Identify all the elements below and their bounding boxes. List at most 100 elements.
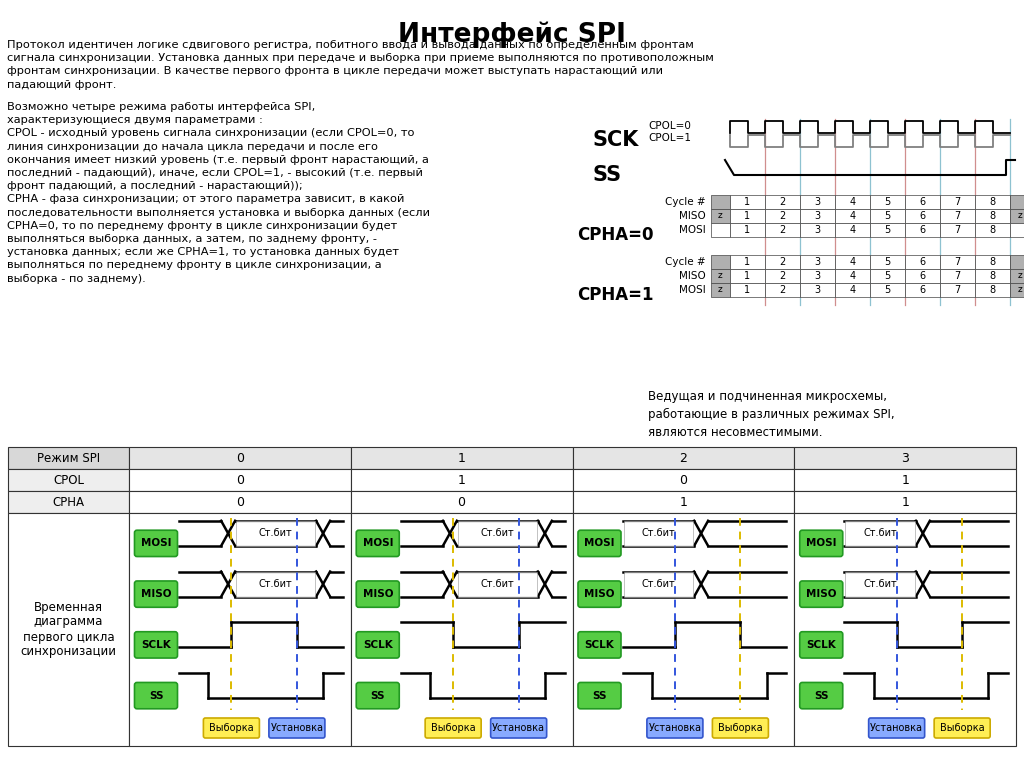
Text: 2: 2 <box>680 452 687 465</box>
Bar <box>940 283 975 297</box>
Text: 5: 5 <box>885 257 891 267</box>
Text: 6: 6 <box>920 225 926 235</box>
Text: 6: 6 <box>920 285 926 295</box>
Bar <box>835 195 870 209</box>
Text: 0: 0 <box>236 495 244 509</box>
FancyBboxPatch shape <box>356 632 399 658</box>
Bar <box>975 283 1010 297</box>
Bar <box>800 269 835 283</box>
Text: 4: 4 <box>850 257 856 267</box>
Text: 2: 2 <box>779 197 785 207</box>
Text: z: z <box>718 285 723 295</box>
Bar <box>795 447 1016 469</box>
Text: 1: 1 <box>744 211 751 221</box>
FancyBboxPatch shape <box>134 530 177 557</box>
Bar <box>624 571 693 597</box>
Text: 3: 3 <box>814 285 820 295</box>
Text: MISO: MISO <box>679 211 706 221</box>
Bar <box>8 447 129 469</box>
Text: Установка: Установка <box>270 723 324 733</box>
Bar <box>975 209 1010 223</box>
Bar <box>572 491 795 513</box>
Text: SCLK: SCLK <box>141 640 171 650</box>
Bar <box>129 469 351 491</box>
Bar <box>711 223 730 237</box>
Text: 8: 8 <box>989 211 995 221</box>
Text: 2: 2 <box>779 211 785 221</box>
Bar <box>795 469 1016 491</box>
Text: 6: 6 <box>920 271 926 281</box>
Bar <box>795 513 1016 746</box>
FancyBboxPatch shape <box>800 683 843 709</box>
Bar <box>730 269 765 283</box>
Text: Выборка: Выборка <box>940 723 984 733</box>
Bar <box>1010 269 1024 283</box>
Text: 6: 6 <box>920 257 926 267</box>
Bar <box>765 255 800 269</box>
Text: MOSI: MOSI <box>806 538 837 548</box>
FancyBboxPatch shape <box>356 581 399 607</box>
Text: Ст.бит: Ст.бит <box>863 528 897 538</box>
Text: 6: 6 <box>920 211 926 221</box>
Bar <box>800 209 835 223</box>
Text: Протокол идентичен логике сдвигового регистра, побитного ввода и вывода данных п: Протокол идентичен логике сдвигового рег… <box>7 40 714 90</box>
Bar <box>800 283 835 297</box>
Text: 2: 2 <box>779 285 785 295</box>
Text: 5: 5 <box>885 271 891 281</box>
Bar <box>1010 195 1024 209</box>
Bar <box>940 223 975 237</box>
Bar <box>458 521 537 546</box>
Text: Установка: Установка <box>648 723 701 733</box>
Text: СРНА=0: СРНА=0 <box>577 226 653 244</box>
Bar <box>975 269 1010 283</box>
FancyBboxPatch shape <box>578 683 621 709</box>
Text: MOSI: MOSI <box>362 538 393 548</box>
Text: 1: 1 <box>744 285 751 295</box>
Bar <box>1010 209 1024 223</box>
Bar <box>458 571 537 597</box>
Text: 2: 2 <box>779 271 785 281</box>
Text: Ст.бит: Ст.бит <box>480 579 514 589</box>
Text: Ст.бит: Ст.бит <box>641 579 675 589</box>
Bar <box>800 223 835 237</box>
Text: 7: 7 <box>954 257 961 267</box>
Text: SS: SS <box>814 690 828 700</box>
Text: SS: SS <box>592 690 607 700</box>
Bar <box>835 223 870 237</box>
Text: 2: 2 <box>779 225 785 235</box>
FancyBboxPatch shape <box>800 530 843 557</box>
Text: 1: 1 <box>744 225 751 235</box>
Text: SCLK: SCLK <box>585 640 614 650</box>
Bar <box>711 209 730 223</box>
Text: Выборка: Выборка <box>718 723 763 733</box>
Text: 4: 4 <box>850 225 856 235</box>
Text: СРНА=1: СРНА=1 <box>577 286 653 304</box>
Text: z: z <box>718 272 723 281</box>
Text: 5: 5 <box>885 211 891 221</box>
Text: 5: 5 <box>885 285 891 295</box>
Text: CPOL=1: CPOL=1 <box>648 133 691 143</box>
FancyBboxPatch shape <box>134 581 177 607</box>
Text: 1: 1 <box>744 257 751 267</box>
Text: 7: 7 <box>954 225 961 235</box>
Bar <box>730 209 765 223</box>
Bar <box>795 491 1016 513</box>
Bar <box>975 223 1010 237</box>
Text: Возможно четыре режима работы интерфейса SPI,
характеризующиеся двумя параметрам: Возможно четыре режима работы интерфейса… <box>7 102 430 284</box>
Bar <box>845 521 914 546</box>
Text: z: z <box>1017 212 1022 220</box>
Bar <box>765 209 800 223</box>
Text: 3: 3 <box>814 225 820 235</box>
Bar <box>940 209 975 223</box>
Text: 1: 1 <box>458 452 466 465</box>
Bar <box>905 209 940 223</box>
Text: z: z <box>1017 285 1022 295</box>
Bar <box>1010 255 1024 269</box>
Text: 5: 5 <box>885 197 891 207</box>
Bar <box>870 283 905 297</box>
Bar <box>711 283 730 297</box>
Text: 1: 1 <box>744 271 751 281</box>
Text: 7: 7 <box>954 285 961 295</box>
Bar <box>870 209 905 223</box>
Bar <box>835 283 870 297</box>
